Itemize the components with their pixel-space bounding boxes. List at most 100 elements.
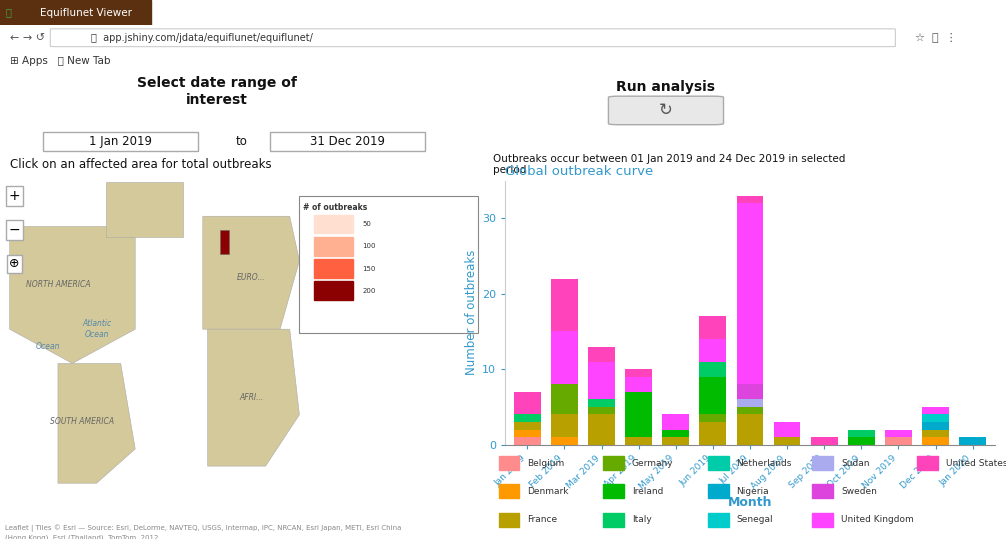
FancyBboxPatch shape [609, 96, 723, 125]
Bar [699, 339, 726, 362]
Bar [551, 437, 577, 445]
Text: NORTH AMERICA: NORTH AMERICA [25, 280, 91, 289]
Bar [662, 430, 689, 437]
Text: Denmark: Denmark [527, 487, 568, 496]
Bar [811, 437, 838, 445]
X-axis label: Month: Month [727, 496, 773, 509]
Bar [551, 331, 577, 384]
Bar [736, 399, 764, 407]
Text: Global outbreak curve: Global outbreak curve [505, 165, 653, 178]
Bar [514, 422, 540, 430]
Text: SOUTH AMERICA: SOUTH AMERICA [50, 417, 114, 426]
Text: 1 Jan 2019: 1 Jan 2019 [90, 135, 152, 148]
Bar [699, 362, 726, 377]
Text: 100: 100 [362, 244, 375, 250]
Polygon shape [10, 226, 135, 363]
Bar [604, 484, 624, 499]
Bar [923, 414, 949, 422]
Text: 200: 200 [362, 288, 375, 294]
Text: −: − [9, 223, 20, 237]
Polygon shape [219, 230, 229, 254]
Bar [604, 513, 624, 527]
Text: to: to [235, 135, 247, 148]
FancyBboxPatch shape [43, 132, 198, 151]
Polygon shape [107, 182, 183, 237]
Polygon shape [58, 363, 135, 483]
Text: ⊞ Apps   🌐 New Tab: ⊞ Apps 🌐 New Tab [10, 56, 111, 66]
FancyBboxPatch shape [271, 132, 425, 151]
Bar [699, 316, 726, 339]
Bar [813, 484, 833, 499]
Bar [774, 437, 801, 445]
Bar [699, 414, 726, 422]
Bar [514, 430, 540, 437]
Text: 150: 150 [362, 266, 375, 272]
FancyBboxPatch shape [300, 196, 478, 333]
Bar [626, 369, 652, 377]
Bar [314, 259, 352, 278]
Bar [848, 430, 874, 437]
Bar [708, 513, 728, 527]
Bar [551, 384, 577, 414]
Bar [499, 513, 519, 527]
Text: ⊕: ⊕ [9, 257, 20, 271]
Text: ↻: ↻ [659, 101, 673, 119]
Text: Ireland: Ireland [632, 487, 663, 496]
Bar [314, 215, 352, 233]
Text: France: France [527, 515, 557, 524]
Text: Sweden: Sweden [841, 487, 877, 496]
Text: ☆  👤  ⋮: ☆ 👤 ⋮ [915, 33, 958, 43]
Text: United Kingdom: United Kingdom [841, 515, 914, 524]
Bar [960, 437, 986, 445]
Text: Click on an affected area for total outbreaks: Click on an affected area for total outb… [10, 158, 272, 171]
Bar [885, 430, 911, 437]
Bar [626, 392, 652, 437]
Bar [662, 437, 689, 445]
Bar [708, 484, 728, 499]
Bar [589, 399, 615, 407]
Text: Atlantic
Ocean: Atlantic Ocean [81, 320, 112, 339]
Bar [708, 456, 728, 470]
Text: 31 Dec 2019: 31 Dec 2019 [310, 135, 385, 148]
Text: Nigeria: Nigeria [736, 487, 770, 496]
Bar [589, 414, 615, 445]
Text: Leaflet | Tiles © Esri — Source: Esri, DeLorme, NAVTEQ, USGS, Intermap, iPC, NRC: Leaflet | Tiles © Esri — Source: Esri, D… [5, 524, 401, 531]
Bar [736, 196, 764, 203]
Text: Belgium: Belgium [527, 459, 564, 467]
Bar [551, 414, 577, 437]
Text: +: + [9, 189, 20, 203]
Bar [923, 422, 949, 430]
Bar [589, 362, 615, 399]
Bar [514, 392, 540, 414]
Text: EURO...: EURO... [236, 273, 266, 282]
Text: AFRI...: AFRI... [239, 393, 264, 402]
Bar [626, 377, 652, 392]
Text: Ocean: Ocean [36, 342, 60, 351]
Text: Sudan: Sudan [841, 459, 870, 467]
Bar [923, 430, 949, 437]
Text: ─  □  ✕: ─ □ ✕ [930, 8, 966, 18]
Text: United States of America: United States of America [946, 459, 1006, 467]
Polygon shape [207, 329, 300, 466]
Bar [736, 414, 764, 445]
Bar [314, 237, 352, 255]
Bar [589, 347, 615, 362]
Bar [626, 437, 652, 445]
Text: Italy: Italy [632, 515, 652, 524]
Text: 🗏: 🗏 [5, 8, 11, 18]
Bar [813, 513, 833, 527]
Bar [885, 437, 911, 445]
Bar [314, 281, 352, 300]
Bar [514, 414, 540, 422]
Bar [589, 407, 615, 414]
Bar [499, 456, 519, 470]
Bar [699, 422, 726, 445]
Bar [813, 456, 833, 470]
Text: ← → ↺: ← → ↺ [10, 33, 45, 43]
Bar [736, 407, 764, 414]
Bar [551, 279, 577, 331]
Text: Senegal: Senegal [736, 515, 774, 524]
Y-axis label: Number of outbreaks: Number of outbreaks [465, 250, 478, 375]
Text: # of outbreaks: # of outbreaks [304, 203, 368, 212]
Text: Netherlands: Netherlands [736, 459, 792, 467]
